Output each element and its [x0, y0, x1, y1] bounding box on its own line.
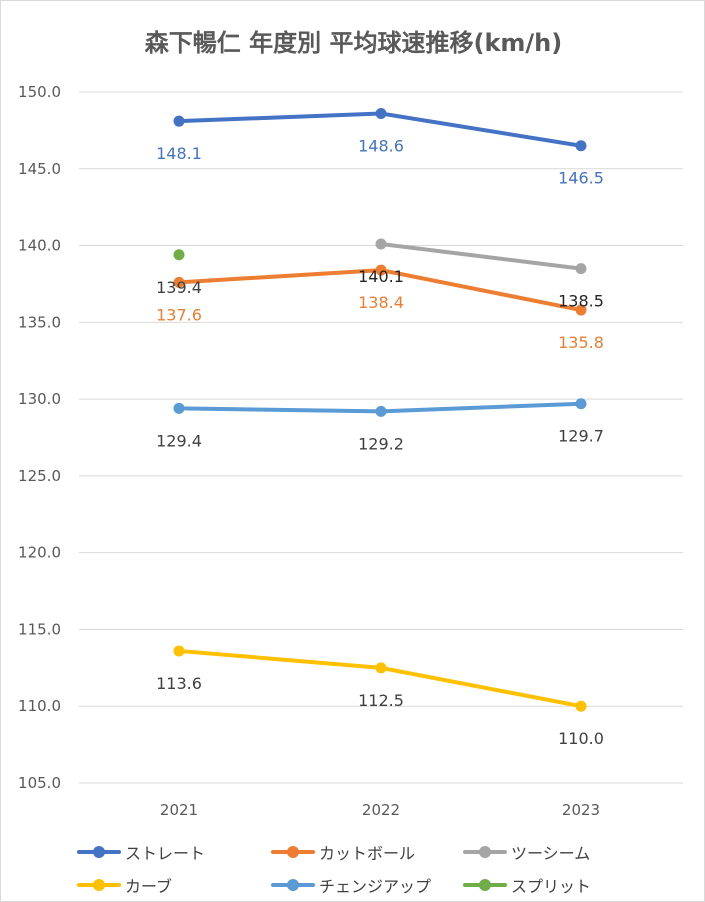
data-point	[575, 140, 587, 152]
data-point	[375, 107, 387, 119]
legend-swatch	[271, 879, 315, 891]
legend-item: チェンジアップ	[271, 872, 431, 898]
legend: ストレート カットボール ツーシームカーブ チェンジアップ スプリット	[1, 839, 705, 899]
x-tick-label: 2023	[562, 801, 600, 819]
chart-title: 森下暢仁 年度別 平均球速推移(km/h)	[144, 29, 563, 57]
y-tick-label: 150.0	[18, 83, 61, 101]
data-label: 146.5	[558, 169, 604, 188]
legend-label: スプリット	[511, 877, 592, 896]
legend-swatch	[463, 846, 507, 858]
data-label: 112.5	[358, 691, 404, 710]
data-label: 129.4	[156, 431, 202, 450]
legend-label: カーブ	[125, 877, 173, 896]
legend-item: スプリット	[463, 872, 591, 898]
legend-swatch	[77, 846, 121, 858]
data-point	[173, 402, 185, 414]
data-label: 139.4	[156, 278, 202, 297]
legend-swatch	[77, 879, 121, 891]
data-label: 148.6	[358, 136, 404, 155]
legend-swatch	[463, 879, 507, 891]
series-2	[375, 238, 587, 275]
data-point	[173, 115, 185, 127]
data-label: 138.5	[558, 292, 604, 311]
legend-label: カットボール	[319, 844, 416, 863]
data-point	[375, 662, 387, 674]
y-tick-label: 105.0	[18, 774, 61, 792]
data-label: 129.2	[358, 434, 404, 453]
legend-item: ツーシーム	[463, 839, 590, 865]
data-labels: 148.1 148.6 146.5 137.6 138.4 135.8 140.1 138.5…	[156, 136, 604, 748]
data-label: 129.7	[558, 427, 604, 446]
y-axis: 150.0 145.0 140.0 135.0 130.0 125.0 120.0 115.0…	[18, 83, 61, 792]
data-point	[375, 264, 387, 276]
series-4	[173, 398, 587, 417]
x-tick-label: 2021	[160, 801, 198, 819]
data-label: 135.8	[558, 333, 604, 352]
series-lines	[173, 107, 587, 712]
data-label: 137.6	[156, 305, 202, 324]
data-point	[575, 398, 587, 410]
y-tick-label: 115.0	[18, 620, 61, 638]
y-tick-label: 145.0	[18, 160, 61, 178]
legend-item: カーブ	[77, 872, 172, 898]
data-label: 110.0	[558, 729, 604, 748]
data-point	[375, 238, 387, 250]
legend-label: ツーシーム	[511, 844, 591, 863]
y-tick-label: 110.0	[18, 697, 61, 715]
series-1	[173, 264, 587, 316]
y-tick-label: 125.0	[18, 467, 61, 485]
y-tick-label: 135.0	[18, 313, 61, 331]
data-point	[575, 263, 587, 275]
series-line	[379, 242, 583, 271]
data-label: 138.4	[358, 293, 404, 312]
x-axis: 2021 2022 2023	[160, 801, 600, 819]
series-3	[173, 645, 587, 712]
series-5	[173, 249, 185, 261]
legend-label: チェンジアップ	[319, 877, 432, 896]
data-point	[173, 249, 185, 261]
legend-item: ストレート	[77, 839, 205, 865]
data-point	[375, 405, 387, 417]
legend-swatch	[271, 846, 315, 858]
data-label: 113.6	[156, 674, 202, 693]
data-label: 140.1	[358, 267, 404, 286]
y-tick-label: 130.0	[18, 390, 61, 408]
data-label: 148.1	[156, 144, 202, 163]
data-point	[575, 700, 587, 712]
data-point	[575, 304, 587, 316]
series-0	[173, 107, 587, 152]
data-point	[173, 276, 185, 288]
y-tick-label: 120.0	[18, 544, 61, 562]
x-tick-label: 2022	[362, 801, 400, 819]
y-tick-label: 140.0	[18, 237, 61, 255]
line-chart: 150.0 145.0 140.0 135.0 130.0 125.0 120.0 115.0…	[18, 83, 683, 819]
data-point	[173, 645, 185, 657]
legend-item: カットボール	[271, 839, 415, 865]
legend-label: ストレート	[125, 844, 206, 863]
